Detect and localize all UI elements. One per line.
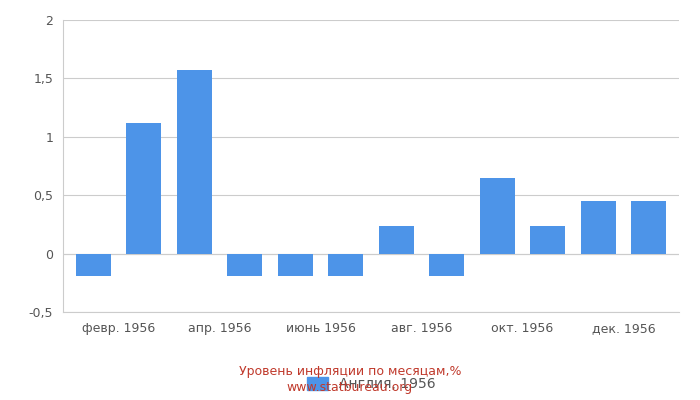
Bar (278, 254, 313, 276)
Legend: Англия, 1956: Англия, 1956 (301, 372, 441, 397)
Bar (530, 226, 566, 254)
Bar (176, 70, 212, 254)
Bar (227, 254, 262, 276)
Bar (76, 254, 111, 276)
Bar (580, 201, 616, 254)
Bar (126, 123, 162, 254)
Bar (328, 254, 363, 276)
Bar (480, 178, 515, 254)
Bar (631, 201, 666, 254)
Text: www.statbureau.org: www.statbureau.org (287, 382, 413, 394)
Text: Уровень инфляции по месяцам,%: Уровень инфляции по месяцам,% (239, 366, 461, 378)
Bar (379, 226, 414, 254)
Bar (429, 254, 464, 276)
